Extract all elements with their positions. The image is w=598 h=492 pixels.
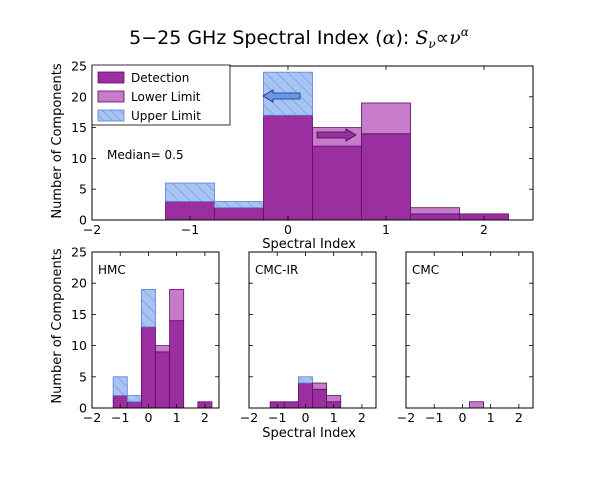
hmc-detection-bar [140,326,156,409]
cmcir-detection-bar [312,388,328,409]
hmc-detection-bar [155,351,171,409]
hmc-detection-bar [169,320,185,409]
hmc-x-tick-label: 1 [173,410,181,425]
cmc-x-tick-label: 1 [487,410,495,425]
main-upper-limit-bar [214,201,264,209]
upper-limit-left-arrow [262,89,301,103]
cmc-x-tick-label: 2 [515,410,523,425]
main-detection-bar [312,145,362,221]
main-upper-limit-bar [165,182,215,202]
main-y-tick-label: 15 [71,120,87,135]
hmc-panel-label: HMC [98,263,126,277]
cmcir-lower-limit-bar [312,382,328,390]
cmcir-x-tick-label: −1 [268,410,286,425]
main-x-tick-label: −1 [181,222,199,237]
main-detection-bar [214,207,264,221]
median-annotation: Median= 0.5 [107,148,184,162]
hmc-y-tick-label: 5 [79,369,87,384]
legend-swatch-detection [97,71,125,84]
hmc-y-tick-label: 10 [71,338,87,353]
hmc-lower-limit-bar [169,289,185,322]
cmcir-x-tick-label: −2 [240,410,258,425]
legend-swatch-upper-limit [97,109,125,122]
main-detection-bar [410,213,460,221]
legend-swatch-lower-limit [97,90,125,103]
main-y-tick-label: 20 [71,89,87,104]
main-lower-limit-bar [361,102,411,135]
hmc-detection-bar [126,401,142,409]
legend-label-upper-limit: Upper Limit [131,109,201,123]
cmc-x-tick-label: −2 [397,410,415,425]
legend: Detection Lower Limit Upper Limit [91,64,231,126]
cmcir-detection-bar [283,401,299,409]
hmc-axes-frame [91,251,220,409]
main-x-tick-label: 1 [382,222,390,237]
hmc-x-tick-label: −2 [83,410,101,425]
cmc-ir-panel-label: CMC-IR [255,263,298,277]
legend-label-detection: Detection [131,71,189,85]
cmcir-x-tick-label: 0 [301,410,309,425]
cmc-axes-frame [405,251,534,409]
lower-limit-right-arrow [316,128,357,142]
cmcir-upper-limit-bar [297,376,313,384]
hmc-x-tick-label: −1 [111,410,129,425]
cmc-histogram-panel: −2 −1 0 1 2 [397,251,534,425]
hmc-y-tick-label: 15 [71,307,87,322]
cmc-x-tick-label: −1 [425,410,443,425]
hmc-upper-limit-bar [126,395,142,403]
main-detection-bar [263,114,313,221]
main-x-axis-label: Spectral Index [262,237,356,252]
cmc-panel-label: CMC [412,263,439,277]
main-lower-limit-bar [410,207,460,215]
hmc-x-tick-label: 2 [201,410,209,425]
main-y-tick-label: 10 [71,151,87,166]
main-y-tick-label: 5 [79,182,87,197]
hmc-upper-limit-bar [112,376,128,396]
cmcir-x-tick-label: 2 [358,410,366,425]
hmc-upper-limit-bar [140,289,156,328]
hmc-y-tick-label: 25 [71,245,87,260]
main-y-tick-label: 25 [71,59,87,74]
main-y-tick-label: 0 [79,213,87,228]
main-x-tick-label: −2 [83,222,101,237]
legend-label-lower-limit: Lower Limit [131,90,201,104]
main-axes-frame [91,65,534,221]
bottom-x-axis-label: Spectral Index [262,426,356,441]
hmc-y-axis-label: Number of Components [50,248,65,403]
cmcir-axes-frame [248,251,377,409]
main-y-axis-label: Number of Components [50,63,65,218]
hmc-x-tick-label: 0 [144,410,152,425]
cmcir-lower-limit-bar [326,395,342,403]
cmc-x-tick-label: 0 [458,410,466,425]
chart-title: 5−25 GHz Spectral Index (α): Sν∝να [129,25,469,51]
hmc-y-tick-label: 0 [79,401,87,416]
cmc-ir-histogram-panel: −2 −1 0 1 2 [240,251,377,425]
main-x-tick-label: 0 [284,222,292,237]
main-x-tick-label: 2 [480,222,488,237]
hmc-lower-limit-bar [155,345,171,353]
cmcir-x-tick-label: 1 [330,410,338,425]
main-detection-bar [361,133,411,221]
cmc-lower-limit-bar [469,401,485,409]
hmc-y-tick-label: 20 [71,276,87,291]
